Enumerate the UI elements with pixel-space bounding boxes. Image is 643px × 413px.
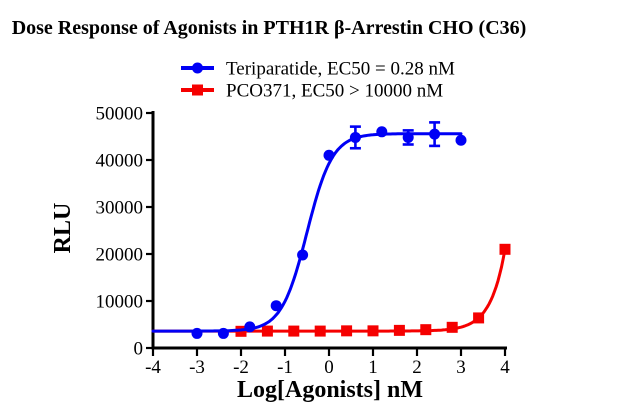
teriparatide-point (270, 300, 282, 312)
pco371-point (393, 324, 405, 336)
x-tick-label: 0 (324, 357, 334, 378)
legend-label-pco371: PCO371, EC50 > 10000 nM (226, 81, 443, 102)
teriparatide-point (429, 128, 441, 140)
y-tick-label: 20000 (96, 245, 144, 266)
x-tick-label: 4 (500, 357, 510, 378)
y-tick-label: 30000 (96, 198, 144, 219)
x-tick-label: -4 (145, 357, 161, 378)
y-tick-label: 40000 (96, 151, 144, 172)
x-tick-label: 2 (412, 357, 422, 378)
x-tick-label: 1 (368, 357, 378, 378)
pco371-point (261, 325, 273, 337)
y-tick-label: 0 (134, 339, 144, 360)
pco371-point (288, 325, 300, 337)
y-axis-title: RLU (50, 203, 76, 254)
pco371-fit-curve (151, 247, 507, 333)
teriparatide-point (323, 149, 335, 161)
teriparatide-point (191, 327, 203, 339)
plot-area: 0 10000 20000 30000 40000 50000 -4 -3 -2 -1 0 1 2 3 4 (96, 104, 511, 378)
x-tick-label: -2 (233, 357, 249, 378)
x-tick-label: -3 (189, 357, 205, 378)
legend-item-pco371: PCO371, EC50 > 10000 nM (181, 81, 443, 102)
teriparatide-point (217, 327, 229, 339)
legend: Teriparatide, EC50 = 0.28 nM PCO371, EC5… (181, 59, 455, 102)
pco371-point (420, 324, 432, 336)
legend-item-teriparatide: Teriparatide, EC50 = 0.28 nM (181, 59, 455, 80)
pco371-point (499, 243, 511, 255)
circle-marker-icon (192, 62, 203, 74)
chart-title: Dose Response of Agonists in PTH1R β-Arr… (12, 17, 527, 39)
teriparatide-point (297, 249, 309, 261)
legend-label-teriparatide: Teriparatide, EC50 = 0.28 nM (226, 59, 455, 80)
x-tick-label: -1 (277, 357, 293, 378)
teriparatide-point (455, 134, 467, 146)
axis-spines (151, 111, 507, 350)
pco371-point (367, 325, 379, 337)
pco371-point (473, 312, 485, 324)
x-axis-title: Log[Agonists] nM (237, 377, 423, 403)
teriparatide-point (244, 321, 256, 333)
pco371-point (314, 325, 326, 337)
y-tick-label: 50000 (96, 104, 144, 125)
square-marker-icon (192, 84, 203, 96)
teriparatide-fit-curve (151, 132, 463, 333)
x-tick-label: 3 (456, 357, 466, 378)
pco371-point (341, 325, 353, 337)
teriparatide-point (402, 131, 414, 143)
teriparatide-point (349, 131, 361, 143)
teriparatide-point (376, 126, 388, 138)
pco371-point (446, 321, 458, 333)
y-tick-label: 10000 (96, 292, 144, 313)
